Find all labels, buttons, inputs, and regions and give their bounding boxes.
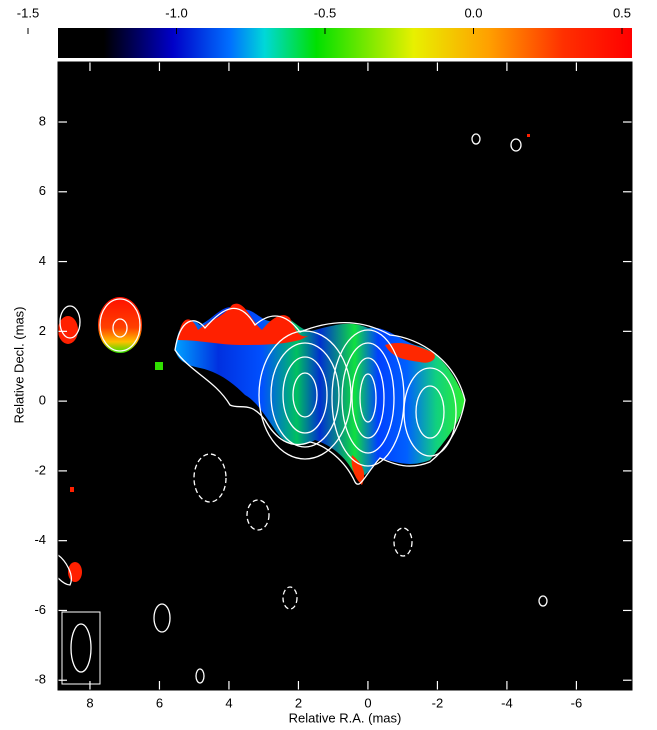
y-tick-label: -6 bbox=[34, 602, 46, 617]
y-tick-label: 6 bbox=[39, 183, 46, 198]
contour bbox=[99, 298, 141, 352]
y-tick-label: -2 bbox=[34, 462, 46, 477]
contour bbox=[471, 133, 481, 145]
x-tick-label: 4 bbox=[225, 695, 232, 710]
frame bbox=[57, 61, 633, 691]
red-ridge bbox=[178, 303, 310, 345]
contour bbox=[174, 307, 466, 485]
knot bbox=[98, 297, 142, 353]
x-tick-label: 8 bbox=[86, 695, 93, 710]
y-tick-label: 2 bbox=[39, 323, 46, 338]
contour bbox=[292, 372, 318, 418]
contour bbox=[59, 305, 81, 339]
contour bbox=[538, 595, 548, 607]
x-tick-label: -2 bbox=[432, 695, 444, 710]
negative-contour bbox=[193, 453, 227, 503]
contour bbox=[112, 318, 128, 338]
colorbar-tick-label: -1.5 bbox=[17, 5, 39, 20]
contour bbox=[359, 373, 377, 423]
red-ridge bbox=[385, 342, 435, 363]
pixel bbox=[70, 487, 74, 492]
colorbar-ticks bbox=[27, 28, 623, 34]
pixel bbox=[155, 362, 163, 370]
contour bbox=[415, 385, 445, 439]
colorbar bbox=[58, 28, 632, 58]
x-tick-label: -4 bbox=[501, 695, 513, 710]
y-tick-label: 4 bbox=[39, 253, 46, 268]
y-tick-label: -4 bbox=[34, 532, 46, 547]
negative-contour bbox=[246, 499, 270, 531]
x-tick-label: 0 bbox=[364, 695, 371, 710]
negative-contour bbox=[282, 586, 298, 610]
contour bbox=[153, 603, 171, 633]
x-tick-label: 2 bbox=[295, 695, 302, 710]
contour bbox=[351, 357, 385, 439]
x-tick-label: 6 bbox=[156, 695, 163, 710]
negative-contour bbox=[393, 527, 413, 557]
y-tick-label: 8 bbox=[39, 113, 46, 128]
contour bbox=[58, 554, 72, 586]
contour bbox=[282, 356, 328, 434]
contour bbox=[510, 138, 522, 152]
beam-box bbox=[61, 611, 101, 685]
y-axis-label: Relative Decl. (mas) bbox=[11, 306, 26, 423]
contour bbox=[341, 342, 395, 454]
beam bbox=[70, 623, 92, 673]
colorbar-tick-label: 0.5 bbox=[613, 5, 631, 20]
contour bbox=[331, 329, 405, 467]
axis-ticks bbox=[58, 62, 632, 690]
contour bbox=[258, 330, 352, 460]
pixel bbox=[527, 134, 530, 137]
contour bbox=[195, 668, 205, 684]
colorbar-tick-label: 0.0 bbox=[464, 5, 482, 20]
contour bbox=[403, 367, 457, 457]
x-tick-label: -6 bbox=[571, 695, 583, 710]
contour bbox=[270, 342, 340, 448]
red-spot bbox=[351, 455, 365, 485]
colorbar-tick-label: -0.5 bbox=[314, 5, 336, 20]
colorbar-tick-label: -1.0 bbox=[165, 5, 187, 20]
y-tick-label: 0 bbox=[39, 393, 46, 408]
image bbox=[58, 133, 548, 685]
x-axis-label: Relative R.A. (mas) bbox=[289, 710, 402, 725]
y-tick-label: -8 bbox=[34, 672, 46, 687]
